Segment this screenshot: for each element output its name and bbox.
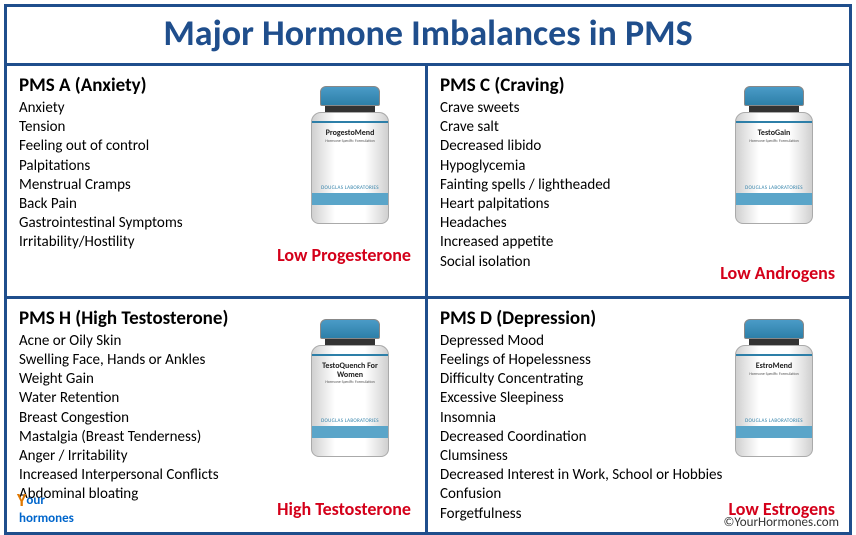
logo-y: Y <box>17 489 26 511</box>
cell-pms-d: PMS D (Depression) Depressed Mood Feelin… <box>428 299 849 532</box>
product-brand: DOUGLAS LABORATORIES <box>736 185 812 191</box>
product-sub: Hormone Specific Formulation <box>325 139 374 144</box>
product-brand: DOUGLAS LABORATORIES <box>736 418 812 424</box>
symptom: Increased appetite <box>440 233 837 252</box>
main-container: Major Hormone Imbalances in PMS PMS A (A… <box>4 4 852 535</box>
product-bottle-icon: EstroMend Hormone Specific Formulation D… <box>729 319 819 464</box>
product-sub: Hormone Specific Formulation <box>325 380 374 385</box>
logo-text2: hormones <box>19 511 74 526</box>
product-brand: DOUGLAS LABORATORIES <box>312 418 388 424</box>
symptom: Increased Interpersonal Conflicts <box>19 466 413 485</box>
page-title: Major Hormone Imbalances in PMS <box>7 7 849 66</box>
product-sub: Hormone Specific Formulation <box>749 372 798 377</box>
cell-pms-a: PMS A (Anxiety) Anxiety Tension Feeling … <box>7 66 428 299</box>
hormone-label: Low Androgens <box>720 262 835 284</box>
product-name: TestoGain <box>756 129 793 138</box>
hormone-label: Low Progesterone <box>277 244 411 266</box>
product-name: EstroMend <box>754 362 794 371</box>
product-bottle-icon: TestoQuench For Women Hormone Specific F… <box>305 319 395 464</box>
product-bottle-icon: ProgestoMend Hormone Specific Formulatio… <box>305 86 395 231</box>
product-sub: Hormone Specific Formulation <box>749 139 798 144</box>
logo-text1: our <box>26 493 45 508</box>
product-name: TestoQuench For Women <box>312 362 388 380</box>
hormone-label: High Testosterone <box>277 498 411 520</box>
logo-yourhormones: Your hormones <box>17 489 74 526</box>
grid: PMS A (Anxiety) Anxiety Tension Feeling … <box>7 66 849 532</box>
copyright: ©YourHormones.com <box>724 515 839 530</box>
product-name: ProgestoMend <box>324 129 377 138</box>
cell-pms-h: PMS H (High Testosterone) Acne or Oily S… <box>7 299 428 532</box>
product-bottle-icon: TestoGain Hormone Specific Formulation D… <box>729 86 819 231</box>
cell-pms-c: PMS C (Craving) Crave sweets Crave salt … <box>428 66 849 299</box>
product-brand: DOUGLAS LABORATORIES <box>312 185 388 191</box>
symptom: Decreased Interest in Work, School or Ho… <box>440 466 837 485</box>
